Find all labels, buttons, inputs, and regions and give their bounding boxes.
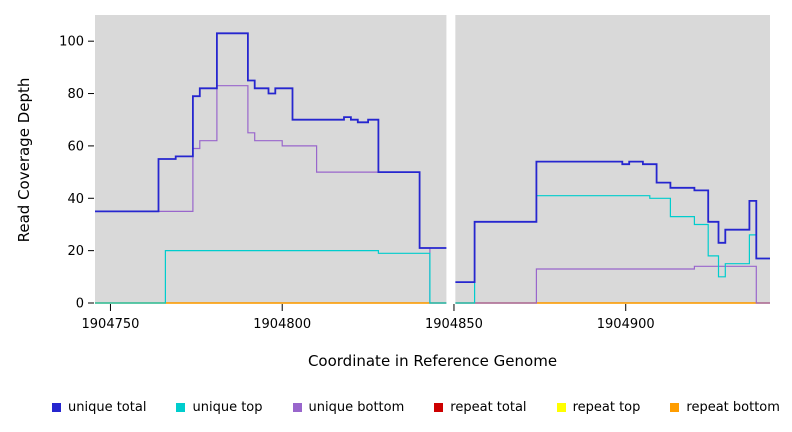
legend-label: repeat bottom [686, 400, 780, 415]
y-tick-label: 100 [59, 35, 84, 50]
legend-swatch-repeat-top [556, 403, 566, 412]
x-tick-label: 1904850 [425, 317, 483, 332]
legend-swatch-unique-top [176, 403, 186, 412]
y-tick-label: 0 [76, 297, 84, 312]
legend-label: unique top [192, 400, 263, 415]
legend-label: unique total [68, 400, 147, 415]
legend-item-unique-total: unique total [52, 400, 146, 415]
y-tick-label: 80 [67, 87, 84, 102]
legend-swatch-repeat-total [434, 403, 444, 412]
legend-item-unique-top: unique top [176, 400, 263, 415]
series-line-unique-total [95, 32, 770, 283]
y-axis-title: Read Coverage Depth [15, 77, 33, 243]
coverage-gap-band [446, 14, 456, 304]
coverage-plot-canvas: 1904750 1904800 1904850 1904900 0 20 40 60 80 100 [59, 14, 770, 332]
legend-item-unique-bottom: unique bottom [292, 400, 405, 415]
legend-item-repeat-bottom: repeat bottom [670, 400, 780, 415]
legend-label: repeat total [450, 400, 527, 415]
legend-item-repeat-total: repeat total [434, 400, 527, 415]
legend-swatch-unique-bottom [292, 403, 302, 412]
y-tick-label: 20 [67, 244, 84, 259]
plot-panel [95, 15, 770, 303]
x-tick-label: 1904750 [82, 317, 140, 332]
x-axis-title: Coordinate in Reference Genome [307, 352, 558, 370]
legend-label: unique bottom [308, 400, 405, 415]
legend-swatch-unique-total [52, 403, 61, 412]
y-tick-label: 60 [67, 139, 84, 154]
legend-swatch-repeat-bottom [670, 403, 680, 412]
legend-label: repeat top [572, 400, 641, 415]
legend-item-repeat-top: repeat top [556, 400, 641, 415]
legend: unique total unique top unique bottom repea… [52, 400, 780, 415]
series-line-unique-top [95, 195, 770, 304]
series-line-unique-bottom [95, 85, 770, 304]
y-tick-label: 40 [67, 192, 84, 207]
x-tick-label: 1904900 [597, 317, 655, 332]
x-tick-label: 1904800 [253, 317, 311, 332]
